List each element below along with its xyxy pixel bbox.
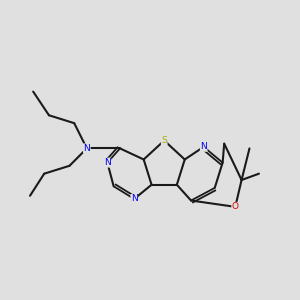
Text: N: N: [83, 144, 90, 153]
Text: N: N: [200, 142, 207, 151]
Text: N: N: [131, 194, 138, 203]
Text: N: N: [104, 158, 111, 167]
Text: S: S: [161, 136, 167, 145]
Text: O: O: [232, 202, 239, 211]
